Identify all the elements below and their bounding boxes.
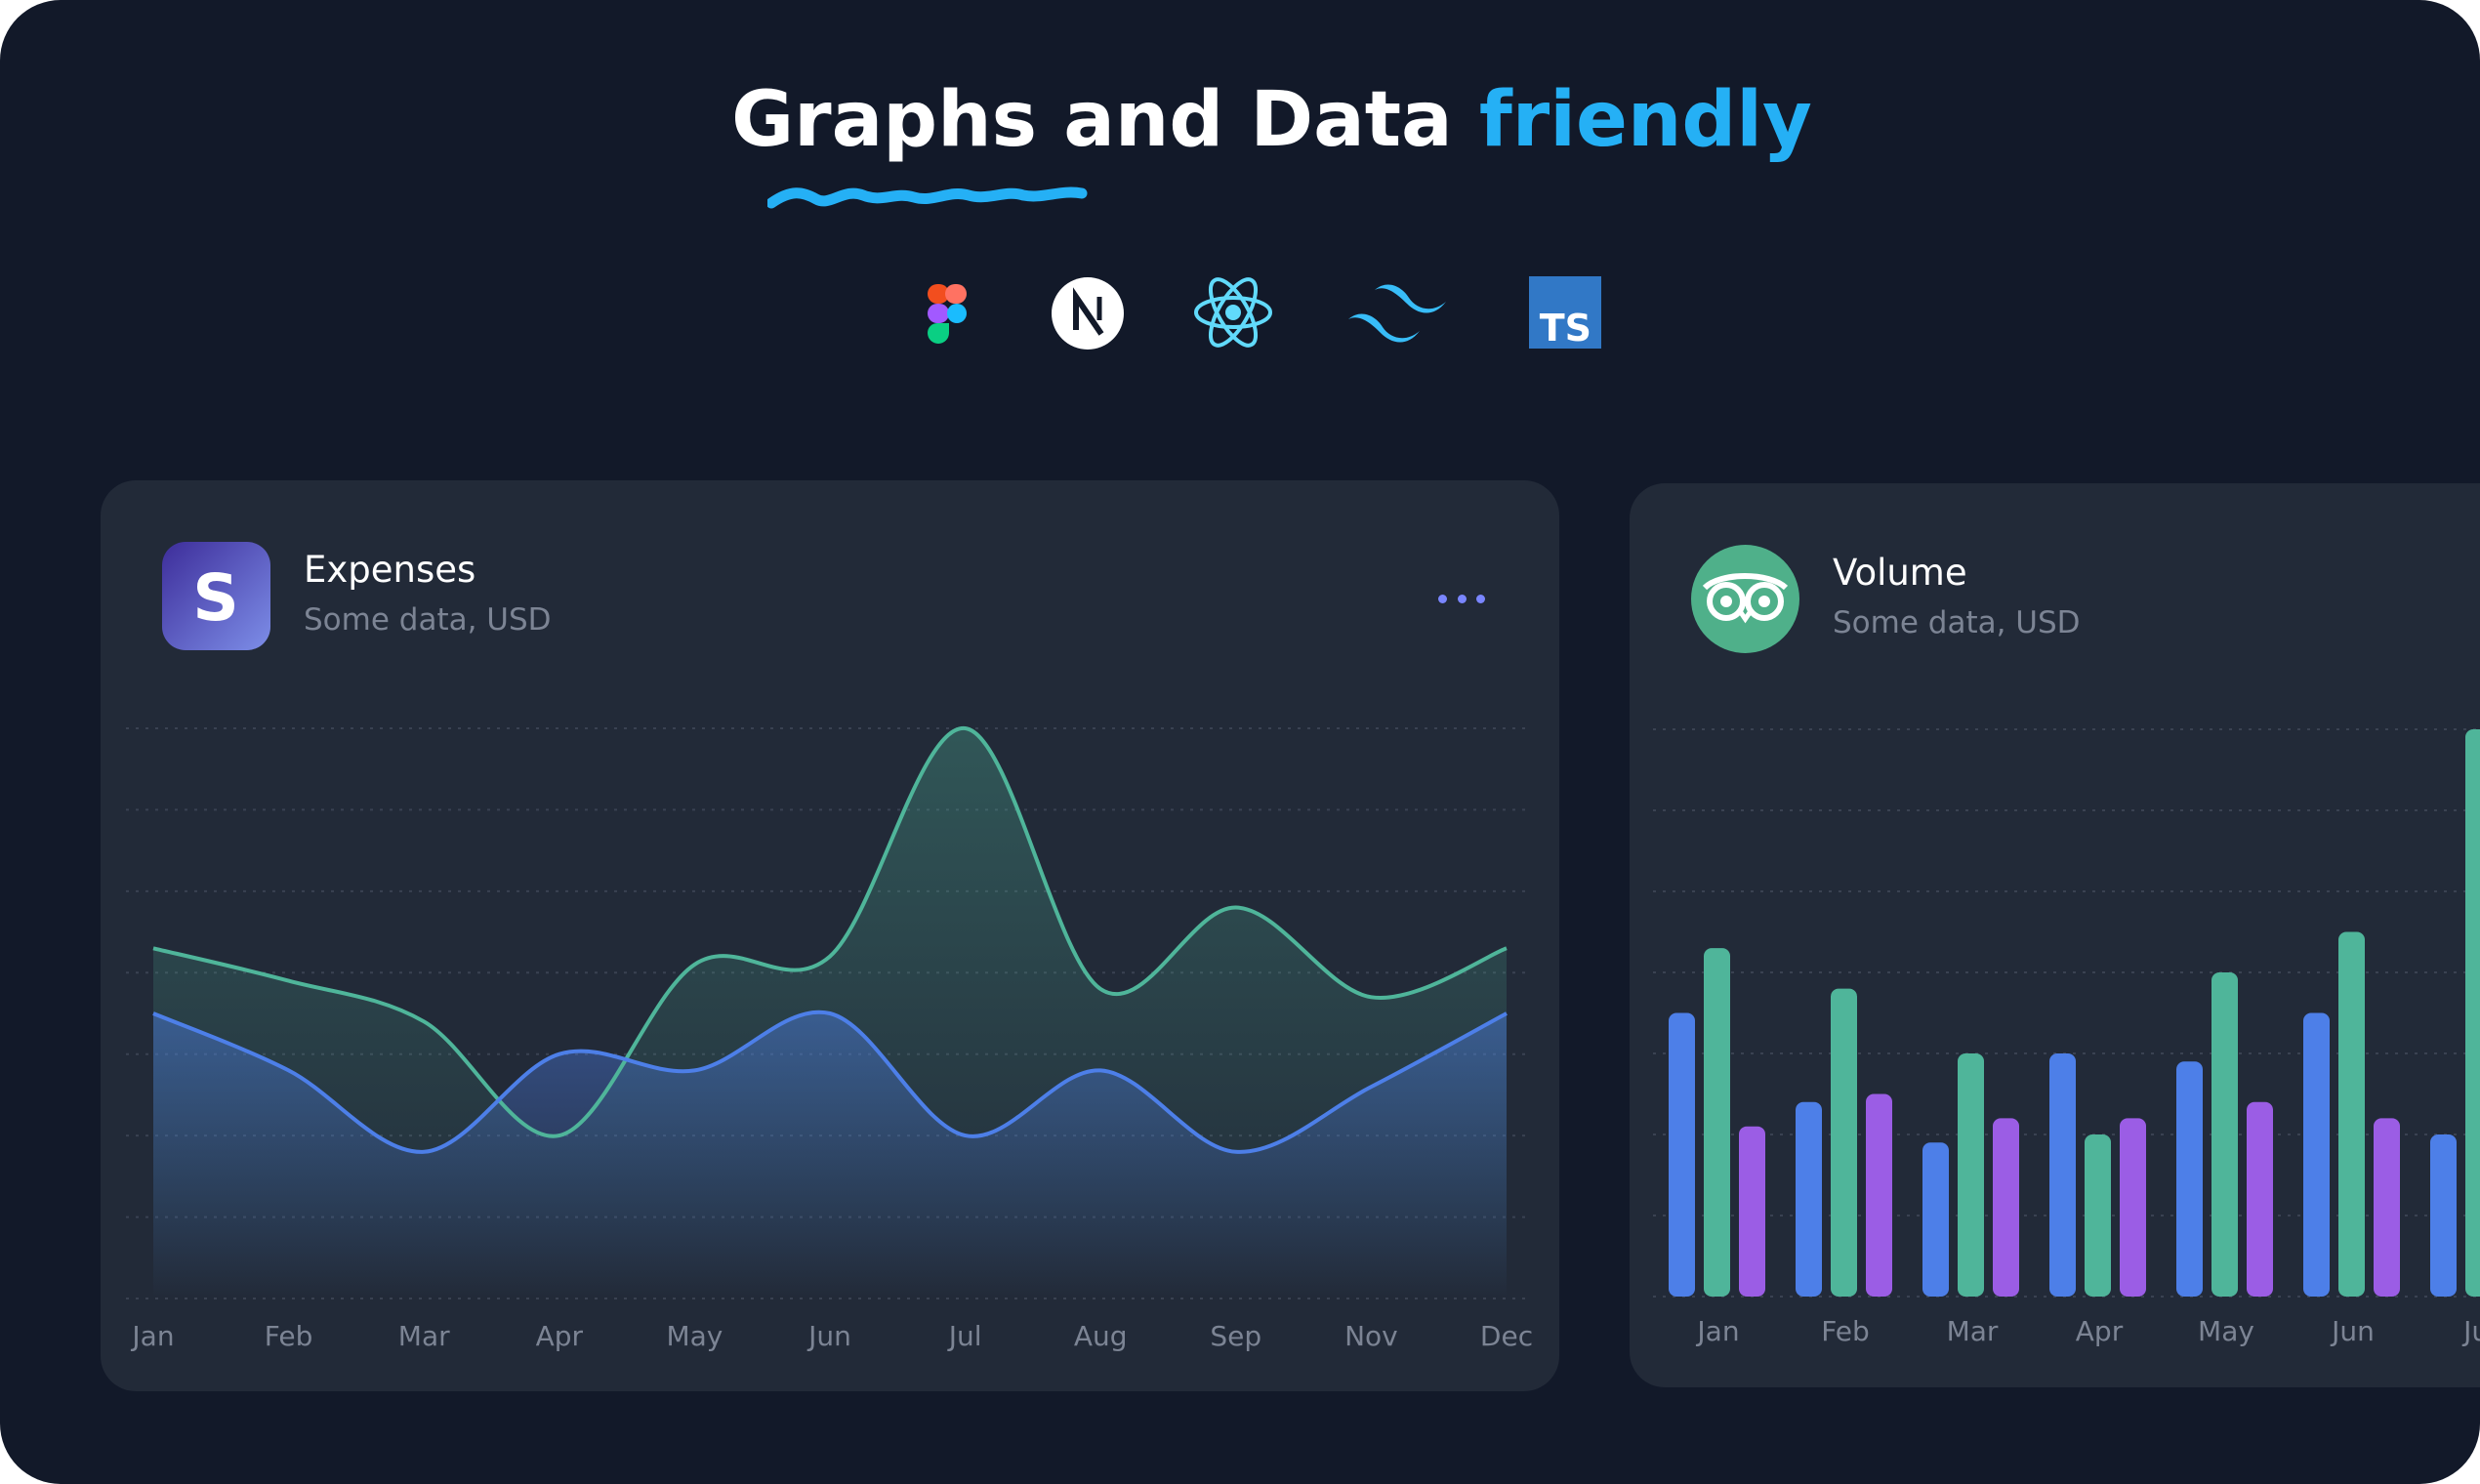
volume-title: Volume xyxy=(1833,552,1967,594)
bar xyxy=(2430,1134,2457,1297)
bar xyxy=(2085,1134,2111,1297)
headline-lead: Graphs and Data xyxy=(731,76,1479,164)
headline: Graphs and Data friendly xyxy=(0,76,2480,164)
typescript-icon-label: TS xyxy=(1540,307,1591,349)
expenses-line-1 xyxy=(152,725,1508,1138)
x-tick-label: Jun xyxy=(806,1320,851,1352)
x-tick-label: Apr xyxy=(536,1320,584,1352)
bar xyxy=(2303,1012,2330,1297)
bar xyxy=(1704,948,1730,1297)
volume-subtitle: Some data, USD xyxy=(1833,605,2081,640)
bar xyxy=(1669,1012,1695,1297)
volume-card: Volume Some data, USD Jan Feb Mar Apr May Jun… xyxy=(1630,483,2480,1387)
x-tick-label: Aug xyxy=(1074,1320,1128,1352)
x-tick-label: Apr xyxy=(2076,1315,2124,1347)
bar xyxy=(1831,988,1857,1297)
nextjs-icon xyxy=(1052,277,1124,350)
typescript-icon: TS xyxy=(1529,276,1601,349)
x-tick-label: Sep xyxy=(1210,1320,1261,1352)
bar xyxy=(2247,1101,2273,1297)
more-dots-icon[interactable] xyxy=(1438,588,1485,609)
x-tick-label: Jan xyxy=(130,1320,174,1352)
bar xyxy=(1993,1118,2019,1297)
bar xyxy=(1796,1101,1822,1297)
bar xyxy=(2120,1118,2146,1297)
bar xyxy=(1866,1093,1892,1297)
x-tick-label: Jun xyxy=(2330,1315,2375,1347)
x-tick-label: Feb xyxy=(265,1320,313,1352)
bar xyxy=(2049,1053,2076,1297)
bar xyxy=(2338,931,2365,1297)
x-tick-label: Jan xyxy=(1695,1315,1739,1347)
x-tick-label: Mar xyxy=(398,1320,450,1352)
owl-eyes-icon xyxy=(1691,545,1799,653)
tailwind-icon xyxy=(1348,284,1446,343)
bar xyxy=(1958,1053,1984,1297)
expenses-title: Expenses xyxy=(304,549,476,591)
x-tick-label: Nov xyxy=(1344,1320,1398,1352)
x-tick-label: Jul xyxy=(947,1320,982,1352)
x-tick-label: Jul xyxy=(2461,1315,2480,1347)
underline-squiggle-icon xyxy=(767,186,1088,209)
volume-chart: Jan Feb Mar Apr May Jun Jul xyxy=(1653,728,2480,1347)
volume-gridlines xyxy=(1653,728,2480,1298)
expenses-line-2 xyxy=(152,1010,1508,1154)
expenses-subtitle: Some data, USD xyxy=(304,602,552,638)
expenses-area-2 xyxy=(153,1011,1507,1298)
expenses-card: S Expenses Some data, USD Jan Feb Mar Apr Ma… xyxy=(101,480,1559,1391)
x-tick-label: Feb xyxy=(1821,1315,1870,1347)
bar xyxy=(1739,1126,1765,1297)
x-tick-label: Mar xyxy=(1947,1315,1999,1347)
x-tick-label: Dec xyxy=(1480,1320,1533,1352)
expenses-logo-letter: S xyxy=(192,560,239,636)
bar xyxy=(2211,972,2238,1297)
stripe-logo-icon: S xyxy=(162,542,270,650)
bar xyxy=(2176,1061,2203,1297)
figma-icon xyxy=(928,284,967,344)
headline-accent: friendly xyxy=(1478,76,1812,164)
bar xyxy=(2465,729,2480,1297)
x-tick-label: May xyxy=(666,1320,723,1352)
x-tick-label: May xyxy=(2198,1315,2254,1347)
bar xyxy=(1922,1142,1949,1297)
react-icon xyxy=(1194,277,1272,348)
expenses-chart: Jan Feb Mar Apr May Jun Jul Aug Sep Nov Dec xyxy=(126,725,1533,1352)
bar xyxy=(2374,1118,2400,1297)
